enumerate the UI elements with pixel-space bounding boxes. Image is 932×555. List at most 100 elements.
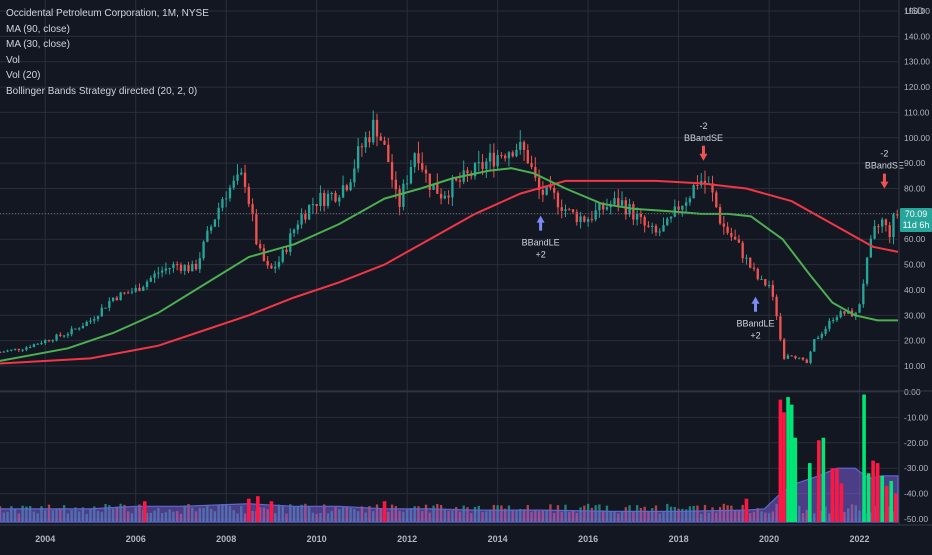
candle-body <box>598 202 601 211</box>
volume-tick-label: 0.00 <box>904 387 921 397</box>
candle-body <box>831 320 835 322</box>
candle-body <box>292 229 296 234</box>
candle-body <box>677 206 680 210</box>
candle-body <box>36 343 39 345</box>
candle-body <box>62 335 66 337</box>
candle-body <box>0 352 2 354</box>
volume-tick-label: -30.00 <box>904 463 928 473</box>
candle-body <box>715 192 718 208</box>
candle-body <box>801 357 805 360</box>
candle-layer <box>0 110 899 365</box>
candle-body <box>236 174 239 181</box>
candle-body <box>605 207 609 210</box>
candle-body <box>737 239 741 243</box>
candle-body <box>730 232 733 237</box>
candle-body <box>458 180 462 182</box>
candle-body <box>379 136 382 141</box>
candle-body <box>428 173 431 190</box>
candle-body <box>81 325 85 329</box>
candle-body <box>541 189 545 195</box>
candle-body <box>17 348 21 351</box>
candle-body <box>74 328 77 330</box>
candle-body <box>232 180 235 188</box>
candle-body <box>153 273 156 278</box>
short-entry-arrow <box>699 145 708 161</box>
candle-body <box>409 167 413 184</box>
signal-label: BBandSE <box>865 161 904 171</box>
candle-body <box>194 263 198 270</box>
candle-body <box>85 321 88 326</box>
candle-body <box>127 292 130 294</box>
signal-label: BBandSE <box>684 133 723 143</box>
candle-body <box>696 185 699 187</box>
candle-body <box>10 349 13 351</box>
price-tick-label: 40.00 <box>904 285 926 295</box>
candle-body <box>794 356 797 359</box>
candle-body <box>213 219 217 227</box>
candle-body <box>767 285 771 287</box>
candle-body <box>583 216 586 222</box>
volume-spike-bar <box>807 463 812 522</box>
price-tick-label: 130.00 <box>904 57 930 67</box>
volume-spike-bar <box>786 397 790 522</box>
volume-spike-bar <box>269 501 274 522</box>
candle-body <box>500 155 503 157</box>
candle-body <box>733 236 737 240</box>
candle-body <box>602 202 605 210</box>
candle-body <box>247 186 250 205</box>
volume-spike-bar <box>817 440 821 522</box>
legend-bollinger-strategy[interactable]: Bollinger Bands Strategy directed (20, 2… <box>6 85 198 97</box>
candle-body <box>439 193 443 199</box>
candle-body <box>726 226 729 233</box>
candle-body <box>360 146 364 148</box>
candle-body <box>255 214 258 245</box>
volume-spike-bar <box>839 483 844 522</box>
volume-spike-bar <box>862 394 866 522</box>
candle-body <box>421 163 424 170</box>
volume-tick-label: -20.00 <box>904 438 928 448</box>
price-tick-label: 140.00 <box>904 31 930 41</box>
candle-body <box>387 144 390 163</box>
candle-body <box>368 137 371 143</box>
candle-body <box>417 153 420 164</box>
candle-body <box>338 197 341 202</box>
time-tick-label: 2018 <box>669 534 689 544</box>
candle-body <box>639 213 643 217</box>
candle-body <box>300 214 303 225</box>
candle-body <box>134 287 137 292</box>
candle-body <box>492 152 496 167</box>
candle-body <box>304 214 307 220</box>
chart-title[interactable]: Occidental Petroleum Corporation, 1M, NY… <box>6 8 209 19</box>
price-tick-label: 80.00 <box>904 184 926 194</box>
candle-body <box>198 258 201 270</box>
legend-ma-30[interactable]: MA (30, close) <box>6 39 70 50</box>
candle-body <box>168 268 171 270</box>
candle-body <box>262 248 266 261</box>
candle-body <box>488 152 492 162</box>
candle-body <box>620 200 624 206</box>
time-tick-label: 2006 <box>126 534 146 544</box>
candle-body <box>394 179 398 190</box>
candle-body <box>209 226 213 231</box>
legend-ma-90[interactable]: MA (90, close) <box>6 23 70 35</box>
candle-body <box>688 198 692 203</box>
candle-body <box>130 291 134 293</box>
candle-body <box>756 268 759 280</box>
candle-body <box>586 219 590 222</box>
candle-body <box>402 183 405 207</box>
legend-vol[interactable]: Vol <box>6 54 20 66</box>
candle-body <box>858 304 861 313</box>
time-tick-label: 2016 <box>578 534 598 544</box>
candle-body <box>718 207 722 224</box>
legend-vol-20[interactable]: Vol (20) <box>6 70 41 81</box>
candle-body <box>556 192 560 208</box>
candle-body <box>835 317 839 321</box>
candle-body <box>473 162 477 177</box>
candle-body <box>526 149 529 164</box>
candle-body <box>217 207 220 220</box>
candle-body <box>881 219 884 227</box>
candle-body <box>828 320 831 329</box>
candle-body <box>635 213 639 220</box>
